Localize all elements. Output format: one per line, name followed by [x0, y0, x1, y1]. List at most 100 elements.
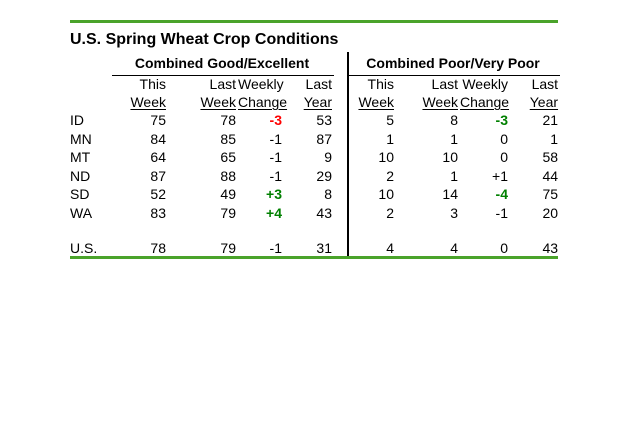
pv-last-year: 43 [542, 239, 559, 256]
section-divider-line [347, 52, 349, 256]
column-gap [334, 52, 348, 75]
ge-weekly-change: +4 [266, 204, 282, 221]
pv-this-week: 4 [386, 239, 394, 256]
pv-last-week: 8 [450, 112, 458, 129]
pv-this-header-2: Week [358, 94, 394, 110]
ge-last-header-1: Last [209, 76, 236, 93]
column-header-row-2: Week Week Change Year Week Week Change Y… [70, 93, 560, 111]
pv-last-week: 1 [450, 130, 458, 147]
ge-this-header-1: This [139, 76, 166, 93]
ge-weekly-change: +3 [266, 186, 282, 203]
section-header-good-excellent: Combined Good/Excellent [112, 52, 334, 76]
table-row: ID 75 78 -3 53 5 8 -3 21 [70, 111, 560, 130]
pv-last-week: 3 [450, 204, 458, 221]
ge-last-header-2: Week [200, 94, 236, 110]
pv-weekly-change: 0 [500, 239, 508, 256]
pv-this-week: 10 [378, 149, 394, 166]
ge-weekly-change: -3 [269, 112, 282, 129]
pv-weekly-change: -3 [495, 112, 508, 129]
pv-last-week: 10 [442, 149, 458, 166]
ge-last-week: 85 [220, 130, 236, 147]
crop-conditions-table: Combined Good/Excellent Combined Poor/Ve… [70, 52, 561, 256]
pv-weekly-change: 0 [500, 130, 508, 147]
page-title: U.S. Spring Wheat Crop Conditions [70, 31, 339, 48]
state-label: ID [70, 112, 84, 129]
state-label: SD [70, 186, 90, 203]
pv-this-week: 2 [386, 167, 394, 184]
column-header-row-1: This Last Weekly Last This Last Weekly L… [70, 75, 560, 93]
table-row: MT 64 65 -1 9 10 10 0 58 [70, 148, 560, 167]
table-row: ND 87 88 -1 29 2 1 +1 44 [70, 167, 560, 186]
pv-this-week: 1 [386, 130, 394, 147]
state-label: WA [70, 204, 93, 221]
ge-weekly-header-1: Weekly [238, 76, 284, 93]
ge-lastyear-header-2: Year [303, 94, 332, 110]
pv-weekly-change: -1 [495, 204, 508, 221]
state-label: MN [70, 130, 92, 147]
ge-weekly-change: -1 [269, 167, 282, 184]
ge-last-year: 31 [316, 239, 332, 256]
pv-last-year: 58 [542, 149, 559, 166]
ge-last-year: 53 [316, 112, 332, 129]
pv-this-week: 2 [386, 204, 394, 221]
ge-weekly-change: -1 [269, 239, 282, 256]
pv-lastyear-header-2: Year [529, 94, 559, 110]
top-green-rule [70, 20, 558, 23]
ge-last-year: 29 [316, 167, 332, 184]
ge-weekly-header-2: Change [238, 94, 288, 110]
pv-weekly-change: -4 [495, 186, 508, 203]
pv-weekly-header-1: Weekly [462, 76, 508, 93]
pv-this-week: 10 [378, 186, 394, 203]
section-header-poor-very-poor: Combined Poor/Very Poor [348, 52, 561, 76]
pv-last-year: 20 [542, 204, 559, 221]
bottom-green-rule [70, 256, 558, 259]
pv-last-week: 14 [442, 186, 458, 203]
ge-this-week: 87 [150, 167, 166, 184]
ge-weekly-change: -1 [269, 149, 282, 166]
pv-weekly-change: +1 [492, 167, 508, 184]
ge-last-week: 65 [220, 149, 236, 166]
ge-this-week: 64 [150, 149, 166, 166]
pv-last-week: 1 [450, 167, 458, 184]
section-header-row: Combined Good/Excellent Combined Poor/Ve… [70, 52, 561, 76]
ge-lastyear-header-1: Last [305, 76, 332, 93]
state-label: MT [70, 149, 91, 166]
ge-last-week: 79 [220, 239, 236, 256]
ge-this-week: 84 [150, 130, 166, 147]
ge-this-week: 78 [150, 239, 166, 256]
pv-last-year: 75 [542, 186, 559, 203]
state-label: ND [70, 167, 91, 184]
ge-last-week: 79 [220, 204, 236, 221]
pv-lastyear-header-1: Last [531, 76, 559, 93]
ge-last-year: 8 [324, 186, 332, 203]
ge-weekly-change: -1 [269, 130, 282, 147]
table-row: SD 52 49 +3 8 10 14 -4 75 [70, 185, 560, 204]
pv-last-year: 44 [542, 167, 559, 184]
pv-weekly-header-2: Change [460, 94, 510, 110]
pv-last-year: 21 [542, 112, 559, 129]
ge-last-year: 43 [316, 204, 332, 221]
pv-weekly-change: 0 [500, 149, 508, 166]
ge-this-week: 83 [150, 204, 166, 221]
ge-last-week: 78 [220, 112, 236, 129]
ge-this-header-2: Week [130, 94, 166, 110]
pv-this-header-1: This [367, 76, 394, 93]
pv-last-header-1: Last [431, 76, 458, 93]
table-row: WA 83 79 +4 43 2 3 -1 20 [70, 204, 560, 223]
table-row: MN 84 85 -1 87 1 1 0 1 [70, 130, 560, 149]
pv-this-week: 5 [386, 112, 394, 129]
ge-last-year: 87 [316, 130, 332, 147]
pv-last-header-2: Week [422, 94, 458, 110]
pv-last-week: 4 [450, 239, 458, 256]
state-label: U.S. [70, 239, 98, 256]
spacer-row [70, 222, 560, 239]
ge-this-week: 52 [150, 186, 166, 203]
corner-cell [70, 52, 112, 75]
ge-last-week: 88 [220, 167, 236, 184]
us-total-row: U.S. 78 79 -1 31 4 4 0 43 [70, 239, 560, 256]
ge-last-week: 49 [220, 186, 236, 203]
pv-last-year: 1 [550, 130, 559, 147]
ge-this-week: 75 [150, 112, 166, 129]
ge-last-year: 9 [324, 149, 332, 166]
